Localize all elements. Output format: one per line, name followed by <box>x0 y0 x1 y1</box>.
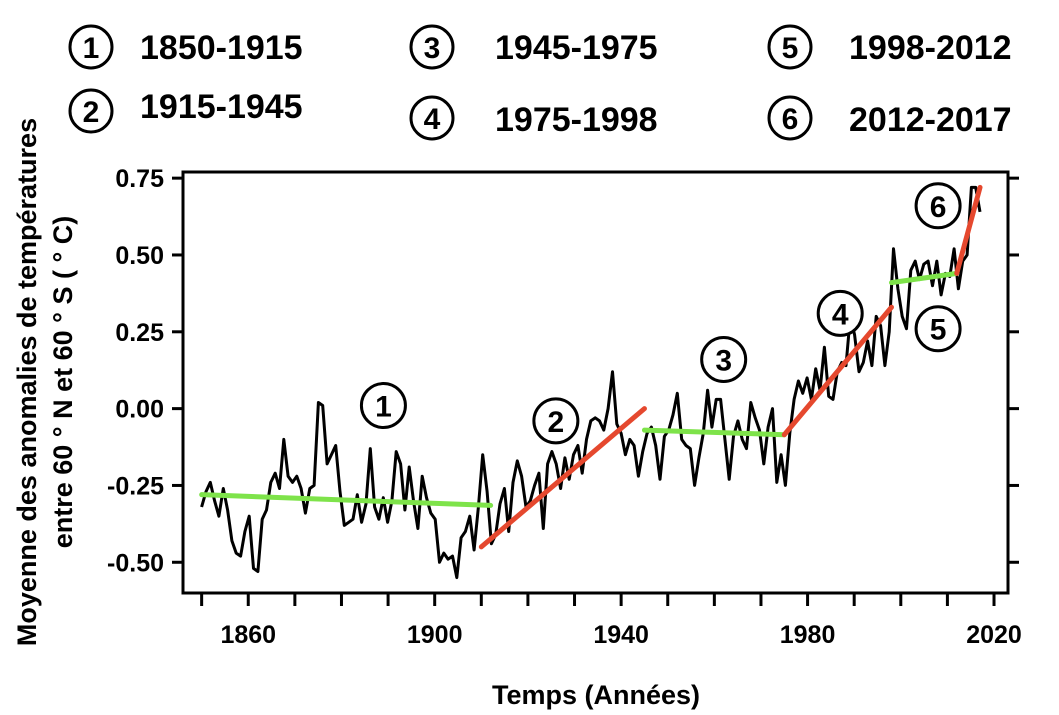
y-tick-label: 0.00 <box>115 396 164 424</box>
legend-badge-number: 3 <box>424 32 441 65</box>
period-marker-number: 4 <box>832 298 849 331</box>
legend-item-4: 4 1975-1998 <box>409 95 658 141</box>
period-marker-circle <box>914 182 962 230</box>
x-axis-title: Temps (Années) <box>492 680 700 710</box>
legend-badge-number: 1 <box>83 32 100 65</box>
trend-line-period-2 <box>478 406 647 550</box>
legend-item-1: 1 1850-1915 <box>68 24 303 70</box>
trend-line-period-6 <box>954 184 983 276</box>
y-axis-title-line1: Moyenne des anomalies de températures <box>12 118 42 646</box>
period-marker-number: 6 <box>930 191 947 224</box>
legend-badge-number: 4 <box>424 103 441 136</box>
x-tick-label: 1900 <box>407 621 463 649</box>
legend-badge-number: 2 <box>83 96 100 129</box>
period-marker-5: 5 <box>914 305 962 353</box>
legend-badge <box>68 24 114 70</box>
legend-label: 1998-2012 <box>849 29 1012 67</box>
legend-badge <box>409 24 455 70</box>
plot-data <box>199 184 983 580</box>
legend-badge <box>68 88 114 134</box>
y-tick-label: -0.50 <box>107 549 164 577</box>
legend-label: 2012-2017 <box>849 101 1012 139</box>
legend-badge-number: 6 <box>782 103 799 136</box>
period-marker-number: 1 <box>375 391 392 424</box>
period-marker-number: 3 <box>715 344 732 377</box>
y-tick-label: 0.50 <box>115 242 164 270</box>
x-tick-label: 1940 <box>593 621 649 649</box>
legend-item-2: 2 1915-1945 <box>68 88 303 134</box>
temperature-anomaly-line <box>200 185 982 580</box>
period-markers: 1 2 3 4 5 6 <box>359 182 962 445</box>
legend-label: 1850-1915 <box>140 29 303 67</box>
legend-badge <box>409 95 455 141</box>
period-marker-circle <box>359 382 407 430</box>
y-axis-title-line2: entre 60 ° N et 60 ° S ( ° C) <box>48 216 78 549</box>
plot-frame <box>181 170 1010 595</box>
period-marker-circle <box>816 289 864 337</box>
period-marker-circle <box>914 305 962 353</box>
trend-line-period-5 <box>888 270 960 286</box>
legend: 1 1850-1915 2 1915-1945 3 1945-1975 4 19… <box>68 24 1012 141</box>
y-axis-title: Moyenne des anomalies de températures en… <box>12 118 78 646</box>
legend-badge <box>767 95 813 141</box>
period-marker-number: 5 <box>930 314 947 347</box>
axes: -0.50 -0.25 0.00 0.25 0.50 0.75 1860 1900 1940 19… <box>107 165 1022 649</box>
x-tick-label: 1980 <box>780 621 836 649</box>
legend-label: 1915-1945 <box>140 88 303 126</box>
legend-badge-number: 5 <box>782 32 799 65</box>
period-marker-number: 2 <box>548 406 565 439</box>
period-marker-1: 1 <box>359 382 407 430</box>
period-marker-4: 4 <box>816 289 864 337</box>
x-tick-label: 2020 <box>966 621 1022 649</box>
legend-badge <box>767 24 813 70</box>
legend-label: 1975-1998 <box>495 101 658 139</box>
legend-item-6: 6 2012-2017 <box>767 95 1012 141</box>
legend-label: 1945-1975 <box>495 29 658 67</box>
period-marker-circle <box>700 335 748 383</box>
y-tick-label: -0.25 <box>107 472 164 500</box>
y-tick-label: 0.75 <box>115 165 164 193</box>
legend-item-5: 5 1998-2012 <box>767 24 1012 70</box>
trend-line-period-1 <box>199 492 494 508</box>
trend-line-period-3 <box>641 427 787 438</box>
period-marker-6: 6 <box>914 182 962 230</box>
period-marker-3: 3 <box>700 335 748 383</box>
period-marker-2: 2 <box>532 397 580 445</box>
period-marker-circle <box>532 397 580 445</box>
x-tick-label: 1860 <box>220 621 276 649</box>
legend-item-3: 3 1945-1975 <box>409 24 658 70</box>
trend-line-period-4 <box>781 304 894 438</box>
y-tick-label: 0.25 <box>115 319 164 347</box>
